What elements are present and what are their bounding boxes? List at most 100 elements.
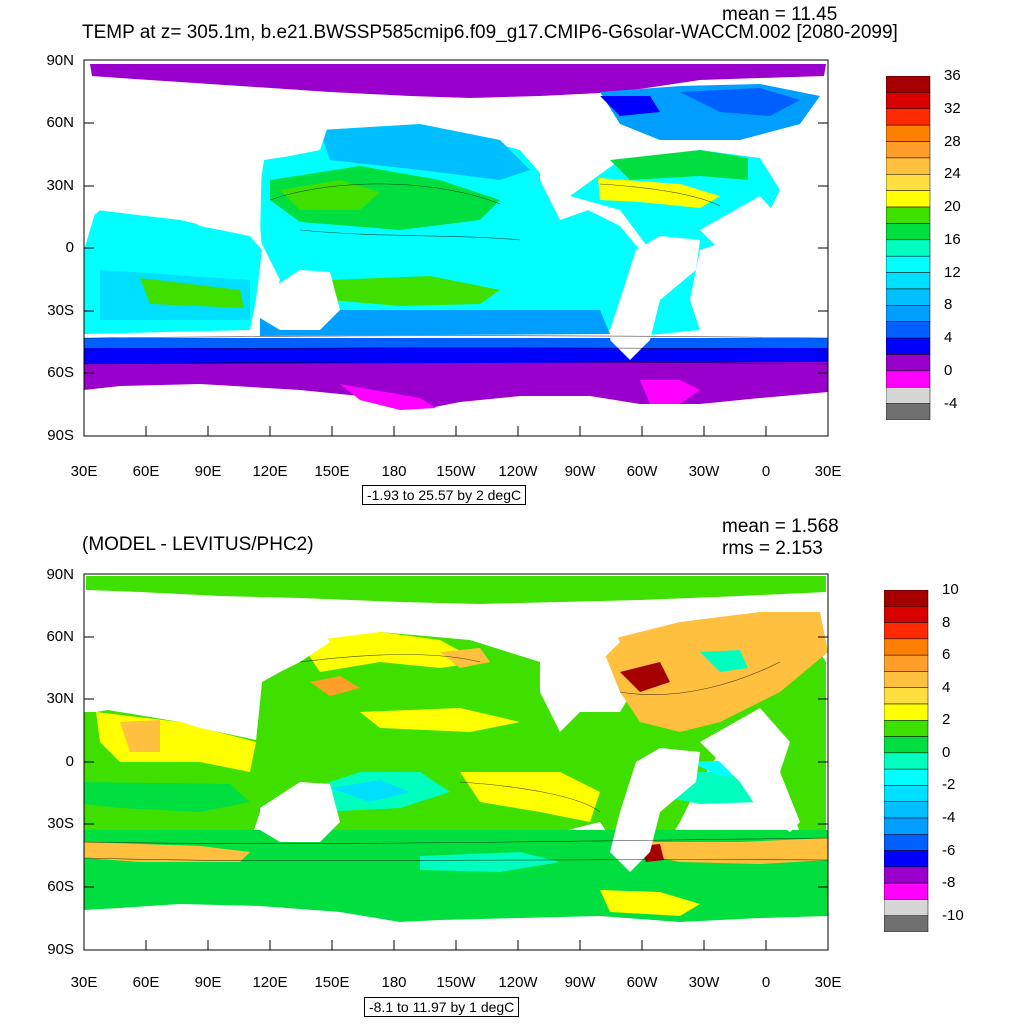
top-colorbar-box xyxy=(886,403,931,420)
top-colorbar-label: 16 xyxy=(944,230,961,248)
bottom-lat-label: 30S xyxy=(47,815,74,832)
bottom-lon-label: 60W xyxy=(626,974,658,991)
top-colorbar-box xyxy=(886,223,931,241)
bottom-colorbar-box xyxy=(884,703,929,721)
top-colorbar-label: 0 xyxy=(944,361,953,379)
top-contour-info: -1.93 to 25.57 by 2 degC xyxy=(362,485,527,505)
top-lon-label: 150W xyxy=(436,463,476,480)
bottom-colorbar-box xyxy=(884,768,929,786)
bottom-colorbar-box xyxy=(884,915,929,932)
bottom-colorbar-box xyxy=(884,785,929,802)
bottom-colorbar-box xyxy=(884,638,929,656)
top-colorbar-box xyxy=(886,386,931,404)
bottom-colorbar-box xyxy=(884,882,929,900)
bottom-colorbar-label: 10 xyxy=(942,581,959,598)
top-lat-label: 30S xyxy=(47,302,74,319)
bottom-lat-label: 60S xyxy=(47,878,74,895)
bottom-lon-label: 120E xyxy=(252,974,288,991)
top-colorbar-label: -4 xyxy=(944,394,958,412)
bottom-lon-label: 30W xyxy=(688,974,720,991)
bottom-colorbar-label: 4 xyxy=(942,678,951,696)
bottom-colorbar-label: -2 xyxy=(942,776,956,794)
top-lon-label: 120W xyxy=(498,463,538,480)
bottom-lat-label: 0 xyxy=(65,753,74,770)
bottom-colorbar-label: -6 xyxy=(942,841,956,859)
bottom-lon-label: 120W xyxy=(498,974,538,991)
bottom-colorbar-box xyxy=(884,801,929,819)
top-mean-label: mean = 11.45 xyxy=(722,4,838,25)
top-colorbar-label: 32 xyxy=(944,99,961,117)
bottom-lon-label: 90W xyxy=(564,974,596,991)
bottom-panel: mean = 1.568 (MODEL - LEVITUS/PHC2) rms … xyxy=(0,512,1024,1024)
top-map xyxy=(83,59,829,437)
bottom-lon-label: 30E xyxy=(814,974,842,991)
top-colorbar-box xyxy=(886,255,931,273)
top-colorbar-box xyxy=(886,76,931,93)
bottom-colorbar-box xyxy=(884,671,929,688)
top-colorbar-box xyxy=(886,108,931,126)
top-lon-label: 120E xyxy=(252,463,288,480)
bottom-colorbar-box xyxy=(884,834,929,851)
top-lon-label: 150E xyxy=(314,463,350,480)
bottom-title: (MODEL - LEVITUS/PHC2) xyxy=(82,534,314,555)
top-lon-label: 180 xyxy=(381,463,407,480)
bottom-contour-info: -8.1 to 11.97 by 1 degC xyxy=(364,997,520,1017)
bottom-lat-label: 60N xyxy=(46,628,74,645)
top-colorbar-box xyxy=(886,141,931,159)
top-colorbar-box xyxy=(886,92,931,110)
bottom-colorbar-box xyxy=(884,622,929,640)
top-colorbar-box xyxy=(886,174,931,191)
bottom-colorbar-box xyxy=(884,866,929,884)
bottom-colorbar xyxy=(884,590,929,932)
top-panel: mean = 11.45 TEMP at z= 305.1m, b.e21.BW… xyxy=(46,4,961,505)
top-colorbar-label: 28 xyxy=(944,132,961,150)
bottom-lon-label: 150W xyxy=(436,974,476,991)
top-lat-label: 60S xyxy=(47,364,74,381)
bottom-lon-label: 60E xyxy=(132,974,160,991)
bottom-colorbar-box xyxy=(884,654,929,672)
top-colorbar-box xyxy=(886,305,931,322)
top-lon-label: 60E xyxy=(132,463,160,480)
bottom-colorbar-label: -10 xyxy=(942,906,964,924)
bottom-colorbar-box xyxy=(884,720,929,737)
top-lon-label: 30E xyxy=(70,463,98,480)
bottom-lon-label: 180 xyxy=(381,974,407,991)
top-lon-label: 30W xyxy=(688,463,720,480)
bottom-colorbar-label: -8 xyxy=(942,874,956,892)
top-colorbar-box xyxy=(886,239,931,257)
bottom-mean-label: mean = 1.568 xyxy=(722,516,839,537)
top-colorbar-box xyxy=(886,321,931,339)
top-lon-label: 30E xyxy=(814,463,842,480)
top-colorbar-label: 24 xyxy=(944,165,961,183)
top-title: TEMP at z= 305.1m, b.e21.BWSSP585cmip6.f… xyxy=(82,22,898,43)
bottom-rms-label: rms = 2.153 xyxy=(722,538,823,559)
top-lon-label: 90W xyxy=(564,463,596,480)
bottom-lat-label: 90S xyxy=(47,941,74,958)
bottom-lon-label: 0 xyxy=(761,974,771,991)
top-colorbar-label: 4 xyxy=(944,329,953,347)
bottom-colorbar-box xyxy=(884,899,929,916)
bottom-lon-label: 90E xyxy=(194,974,222,991)
top-lat-label: 90N xyxy=(46,52,74,69)
bottom-map xyxy=(83,573,829,951)
top-colorbar xyxy=(886,76,931,420)
bottom-colorbar-box xyxy=(884,736,929,754)
bottom-colorbar-box xyxy=(884,817,929,835)
top-colorbar-label: 12 xyxy=(944,263,961,281)
bottom-colorbar-label: -4 xyxy=(942,809,956,826)
bottom-lon-label: 30E xyxy=(70,974,98,991)
bottom-colorbar-label: 2 xyxy=(942,711,951,729)
top-lat-label: 0 xyxy=(65,239,74,256)
bottom-lat-label: 30N xyxy=(46,690,74,707)
bottom-atlantic-warm xyxy=(600,612,828,732)
bottom-colorbar-label: 6 xyxy=(942,646,951,664)
bottom-lon-label: 150E xyxy=(314,974,350,991)
bottom-colorbar-box xyxy=(884,606,929,623)
top-colorbar-label: 8 xyxy=(944,296,953,314)
top-colorbar-box xyxy=(886,124,931,142)
bottom-colorbar-box xyxy=(884,590,929,607)
bottom-colorbar-box xyxy=(884,752,929,770)
top-colorbar-box xyxy=(886,157,931,175)
bottom-colorbar-box xyxy=(884,850,929,868)
top-lat-label: 90S xyxy=(47,427,74,444)
